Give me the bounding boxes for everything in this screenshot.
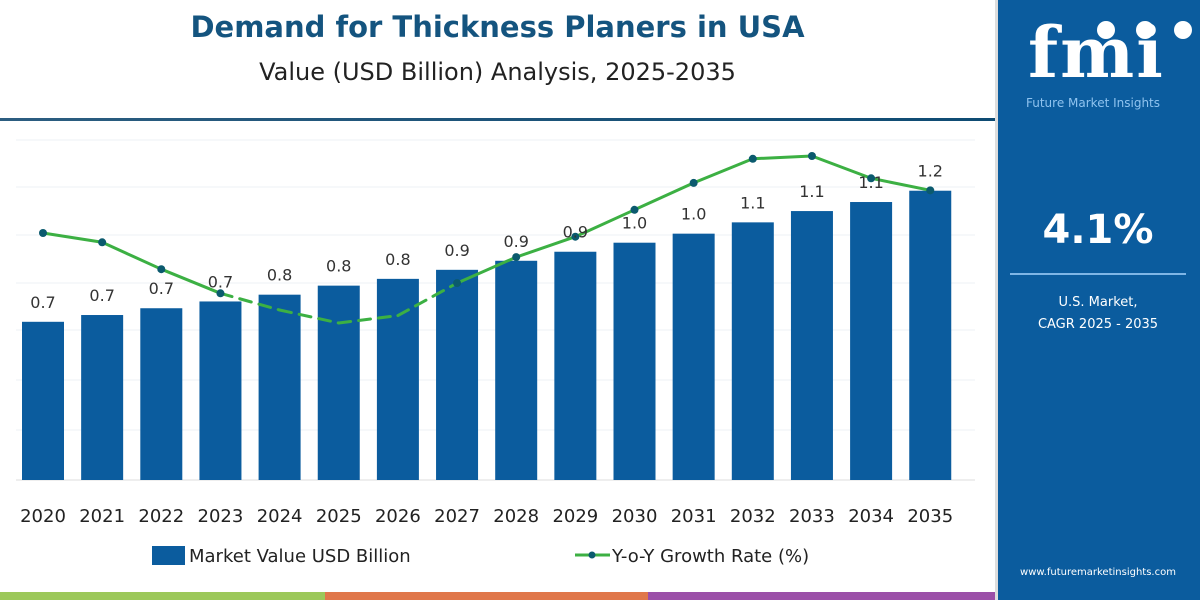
bar-2027 [436, 269, 479, 480]
bar-2021 [81, 315, 124, 480]
growth-line-segment-2027 [455, 255, 518, 285]
growth-line-segment-2022 [159, 267, 222, 295]
growth-line-segment-2034 [869, 176, 932, 192]
x-tick-2028: 2028 [493, 506, 539, 527]
x-tick-2029: 2029 [552, 506, 598, 527]
x-tick-2023: 2023 [198, 506, 244, 527]
website-link[interactable]: www.futuremarketinsights.com [1020, 567, 1176, 578]
bar-2024 [258, 294, 301, 480]
x-tick-2025: 2025 [316, 506, 362, 527]
x-tick-2034: 2034 [848, 506, 894, 527]
growth-point-2022 [157, 265, 166, 274]
x-tick-2026: 2026 [375, 506, 421, 527]
growth-point-2020 [39, 229, 47, 238]
bar-2031 [672, 233, 715, 480]
bar-label-2021: 0.7 [89, 286, 114, 305]
summary-panel: fmi Future Market Insights 4.1% U.S. Mar… [995, 0, 1200, 600]
growth-line-segment-2033 [810, 154, 873, 180]
cagr-value: 4.1% [1042, 207, 1154, 253]
growth-line-segment-2025 [337, 314, 400, 325]
bar-2032 [731, 222, 774, 481]
legend-line-marker [588, 551, 596, 559]
growth-point-2035 [926, 186, 935, 195]
footer-strip-purple [648, 592, 995, 600]
bar-label-2026: 0.8 [385, 250, 410, 269]
chart-area: 0.7 0.7 0.7 0.7 0.8 0.8 0.8 0.9 0.9 0.9 1.0 1.0 1.1 1… [16, 139, 975, 567]
chart-title: Demand for Thickness Planers in USA [190, 10, 805, 44]
bar-2025 [317, 285, 360, 480]
growth-line-segment-2024 [278, 308, 341, 325]
x-tick-2033: 2033 [789, 506, 835, 527]
bar-label-2030: 1.0 [622, 214, 647, 233]
cagr-label-line2: CAGR 2025 - 2035 [1037, 317, 1159, 332]
chart-subtitle: Value (USD Billion) Analysis, 2025-2035 [259, 58, 736, 86]
footer-strip-green [0, 592, 325, 600]
bar-2028 [495, 260, 538, 480]
growth-line-segment-2031 [692, 157, 755, 185]
legend-bar-swatch [152, 546, 185, 565]
bar-label-2028: 0.9 [503, 232, 528, 251]
panel-divider [1010, 273, 1186, 275]
bar-label-2027: 0.9 [444, 241, 469, 260]
logo-subtitle: Future Market Insights [1026, 96, 1161, 110]
growth-line-segment-2030 [633, 181, 696, 212]
growth-point-2030 [630, 205, 639, 214]
cagr-label-line1: U.S. Market, [1058, 295, 1138, 310]
x-tick-2022: 2022 [138, 506, 184, 527]
legend: Market Value USD Billion Y-o-Y Growth Ra… [152, 546, 809, 567]
growth-point-2027 [453, 279, 462, 288]
growth-line-segment-2032 [751, 154, 814, 161]
x-tick-2020: 2020 [20, 506, 66, 527]
x-tick-2031: 2031 [671, 506, 717, 527]
growth-line-segment-2023 [218, 291, 282, 312]
growth-point-2023 [216, 289, 225, 298]
bar-2034 [850, 202, 893, 480]
cagr-label: U.S. Market, CAGR 2025 - 2035 [998, 292, 1198, 336]
bar-label-2029: 0.9 [563, 223, 588, 242]
bar-2029 [554, 251, 597, 480]
x-tick-2030: 2030 [612, 506, 658, 527]
growth-point-2031 [689, 178, 698, 187]
bar-label-2034: 1.1 [858, 173, 883, 192]
growth-point-2021 [98, 238, 107, 247]
bar-2033 [790, 211, 833, 480]
growth-line-segment-2028 [514, 235, 577, 259]
bar-label-2024: 0.8 [267, 266, 292, 285]
growth-point-2032 [748, 154, 757, 163]
growth-point-2028 [512, 253, 521, 262]
footer-strip-orange [325, 592, 648, 600]
bar-2023 [199, 301, 242, 480]
x-tick-2035: 2035 [907, 506, 953, 527]
growth-line-segment-2029 [573, 208, 636, 239]
bar-label-2023: 0.7 [208, 272, 233, 291]
bar-2026 [376, 278, 419, 480]
bar-label-2033: 1.1 [799, 182, 824, 201]
bar-2030 [613, 242, 656, 480]
growth-line-segment-2021 [100, 240, 163, 271]
bar-label-2032: 1.1 [740, 193, 765, 212]
logo-icons [1097, 21, 1192, 39]
x-tick-2021: 2021 [79, 506, 125, 527]
bar-label-2031: 1.0 [681, 205, 706, 224]
bar-2035 [909, 190, 952, 480]
bar-2020 [22, 321, 64, 480]
x-tick-2027: 2027 [434, 506, 480, 527]
legend-bar-label: Market Value USD Billion [189, 546, 411, 567]
growth-line-segment-2026 [396, 281, 459, 318]
bar-label-2035: 1.2 [918, 162, 943, 181]
growth-point-2033 [807, 152, 816, 160]
growth-point-2029 [571, 232, 580, 241]
x-tick-2032: 2032 [730, 506, 776, 527]
growth-point-2034 [867, 174, 876, 183]
bar-2022 [140, 308, 183, 480]
growth-line-segment-2020 [41, 231, 104, 244]
x-tick-2024: 2024 [257, 506, 303, 527]
bar-label-2020: 0.7 [30, 293, 55, 312]
legend-line-label: Y-o-Y Growth Rate (%) [611, 546, 809, 567]
bar-label-2025: 0.8 [326, 257, 351, 276]
bar-label-2022: 0.7 [149, 279, 174, 298]
header-divider [0, 118, 995, 121]
